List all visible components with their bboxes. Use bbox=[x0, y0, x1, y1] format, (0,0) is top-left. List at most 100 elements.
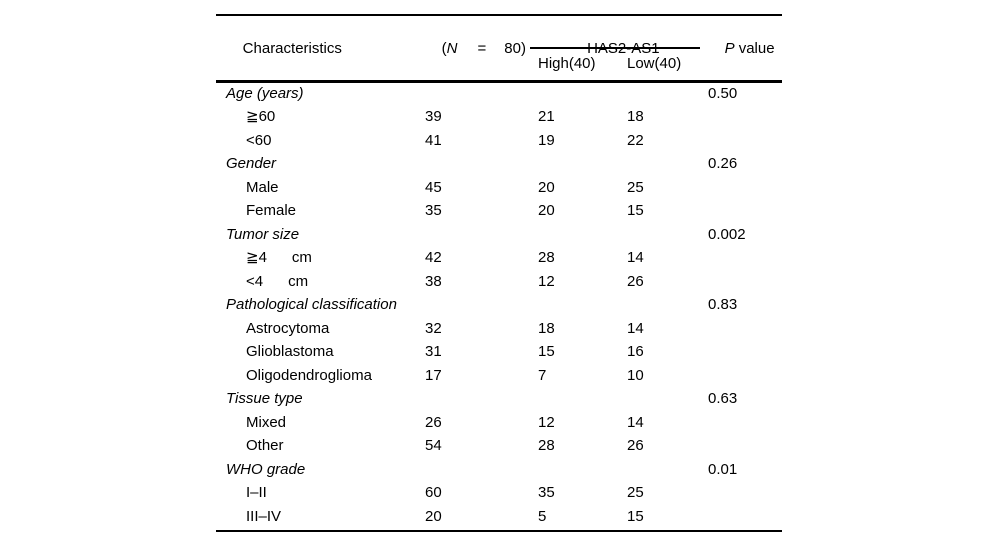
row-label: Age (years) bbox=[226, 84, 304, 102]
row-high-count: 19 bbox=[538, 131, 555, 149]
row-n-count: 26 bbox=[425, 413, 442, 431]
row-high-count bbox=[538, 293, 627, 317]
row-n-count bbox=[425, 293, 538, 317]
row-label: Mixed bbox=[246, 413, 287, 431]
row-p-value: 0.63 bbox=[708, 390, 738, 407]
row-n-count bbox=[425, 82, 538, 106]
row-high-count: 28 bbox=[538, 437, 555, 454]
row-low-count: 14 bbox=[627, 319, 644, 337]
n-paren-open: ( bbox=[441, 40, 447, 57]
table-bottom-rule bbox=[216, 530, 782, 532]
row-label: <4 cm bbox=[246, 272, 309, 290]
table-top-rule bbox=[216, 14, 782, 16]
row-n-count: 54 bbox=[425, 437, 442, 454]
table-row: Oligodendroglioma 17 7 10 bbox=[216, 364, 782, 388]
row-n-count: 31 bbox=[425, 343, 442, 360]
row-n-count: 41 bbox=[425, 131, 442, 149]
table-row: I–II 60 35 25 bbox=[216, 481, 782, 505]
table-row: Pathological classification 0.83 bbox=[216, 293, 782, 317]
table-row: Age (years) 0.50 bbox=[216, 82, 782, 106]
table-row: Male 45 20 25 bbox=[216, 176, 782, 200]
n-equals: = bbox=[477, 40, 487, 57]
row-high-count: 15 bbox=[538, 343, 555, 360]
row-high-count: 7 bbox=[538, 366, 547, 384]
table-row: Tissue type 0.63 bbox=[216, 387, 782, 411]
header-col-high: High(40) bbox=[538, 55, 596, 72]
table-row: Astrocytoma 32 18 14 bbox=[216, 317, 782, 341]
row-p-value bbox=[708, 340, 782, 364]
row-high-count: 12 bbox=[538, 272, 555, 290]
row-low-count bbox=[627, 458, 708, 482]
row-p-value bbox=[708, 434, 782, 458]
row-p-value bbox=[708, 364, 782, 388]
row-high-count bbox=[538, 82, 627, 106]
row-n-count: 38 bbox=[425, 272, 442, 290]
row-p-value: 0.01 bbox=[708, 460, 738, 478]
n-value: 80) bbox=[504, 40, 526, 57]
row-high-count bbox=[538, 152, 627, 176]
row-high-count bbox=[538, 458, 627, 482]
row-p-value bbox=[708, 176, 782, 200]
row-label: Oligodendroglioma bbox=[246, 366, 372, 384]
table-row: Tumor size 0.002 bbox=[216, 223, 782, 247]
row-p-value: 0.26 bbox=[708, 155, 738, 172]
row-label: III–IV bbox=[246, 507, 282, 525]
row-n-count: 17 bbox=[425, 366, 442, 384]
row-low-count bbox=[627, 152, 708, 176]
row-p-value bbox=[708, 246, 782, 270]
row-label: ≧4 cm bbox=[246, 249, 312, 266]
row-label: Female bbox=[246, 202, 297, 219]
row-high-count: 35 bbox=[538, 484, 555, 501]
row-low-count: 25 bbox=[627, 484, 644, 501]
row-n-count bbox=[425, 152, 538, 176]
p-letter: P bbox=[724, 40, 735, 57]
row-label: WHO grade bbox=[226, 460, 306, 478]
row-p-value bbox=[708, 505, 782, 529]
row-low-count: 22 bbox=[627, 131, 644, 149]
row-label: Tumor size bbox=[226, 225, 300, 243]
header-separator-rule bbox=[216, 80, 782, 83]
row-label: Tissue type bbox=[226, 390, 303, 407]
table-row: Gender 0.26 bbox=[216, 152, 782, 176]
table-row: <4 cm 38 12 26 bbox=[216, 270, 782, 294]
row-high-count bbox=[538, 387, 627, 411]
group-underline-rule bbox=[530, 47, 700, 49]
row-low-count bbox=[627, 82, 708, 106]
row-label: Gender bbox=[226, 155, 277, 172]
row-p-value bbox=[708, 270, 782, 294]
row-low-count: 14 bbox=[627, 249, 644, 266]
row-n-count: 39 bbox=[425, 108, 442, 125]
row-p-value: 0.50 bbox=[708, 84, 738, 102]
table-row: Other 54 28 26 bbox=[216, 434, 782, 458]
table-row: ≧4 cm 42 28 14 bbox=[216, 246, 782, 270]
p-word: value bbox=[738, 40, 775, 57]
row-low-count: 16 bbox=[627, 343, 644, 360]
row-label: Pathological classification bbox=[226, 296, 397, 313]
row-p-value: 0.83 bbox=[708, 296, 738, 313]
row-label: Astrocytoma bbox=[246, 319, 330, 337]
row-label: <60 bbox=[246, 131, 272, 149]
header-characteristics-label: Characteristics bbox=[242, 40, 342, 57]
row-p-value bbox=[708, 199, 782, 223]
table-row: Female 35 20 15 bbox=[216, 199, 782, 223]
row-label: I–II bbox=[246, 484, 267, 501]
row-high-count bbox=[538, 223, 627, 247]
row-p-value bbox=[708, 105, 782, 129]
table-row: Mixed 26 12 14 bbox=[216, 411, 782, 435]
row-p-value bbox=[708, 481, 782, 505]
row-low-count bbox=[627, 387, 708, 411]
row-low-count: 18 bbox=[627, 108, 644, 125]
header-n-total: (N = 80) bbox=[425, 22, 526, 76]
row-n-count: 45 bbox=[425, 178, 442, 196]
row-low-count: 14 bbox=[627, 413, 644, 431]
row-n-count: 20 bbox=[425, 507, 442, 525]
row-high-count: 28 bbox=[538, 249, 555, 266]
row-p-value bbox=[708, 317, 782, 341]
row-high-count: 20 bbox=[538, 202, 555, 219]
row-n-count: 35 bbox=[425, 202, 442, 219]
table-row: <60 41 19 22 bbox=[216, 129, 782, 153]
row-n-count: 60 bbox=[425, 484, 442, 501]
